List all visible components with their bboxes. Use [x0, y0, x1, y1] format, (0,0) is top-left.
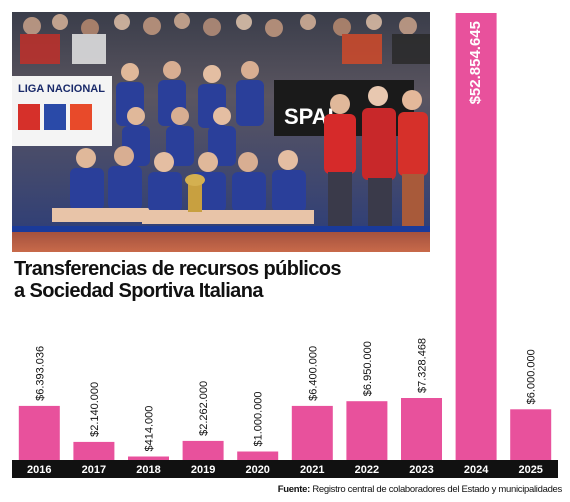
- value-label-2018: $414.000: [144, 406, 156, 452]
- year-label-2018: 2018: [136, 464, 160, 476]
- value-label-2024: $52.854.645: [467, 21, 484, 104]
- value-label-2021: $6.400.000: [307, 346, 319, 401]
- source-text: Registro central de colaboradores del Es…: [312, 484, 562, 495]
- value-label-2022: $6.950.000: [362, 341, 374, 396]
- source-note: Fuente: Registro central de colaboradore…: [277, 484, 563, 495]
- year-label-2016: 2016: [27, 464, 51, 476]
- bar-2025: [510, 409, 552, 460]
- year-axis-band: [12, 460, 558, 478]
- value-label-2023: $7.328.468: [417, 338, 429, 393]
- bar-2022: [346, 401, 388, 460]
- bar-2017: [73, 441, 115, 460]
- year-label-2022: 2022: [355, 464, 379, 476]
- bar-2021: [291, 405, 333, 460]
- value-label-2019: $2.262.000: [198, 381, 210, 436]
- liga-nacional-banner: LIGA NACIONAL: [12, 76, 112, 146]
- svg-text:LIGA NACIONAL: LIGA NACIONAL: [18, 83, 105, 95]
- year-label-2021: 2021: [300, 464, 324, 476]
- year-label-2023: 2023: [409, 464, 433, 476]
- year-label-2019: 2019: [191, 464, 215, 476]
- bar-2023: [401, 398, 442, 460]
- value-label-2020: $1.000.000: [253, 391, 265, 446]
- value-label-2017: $2.140.000: [89, 382, 101, 437]
- value-label-2025: $6.000.000: [526, 349, 538, 404]
- bar-chart: 2016 2017 2018 2019 2020 2021 2022 2023 2024 2025…: [12, 13, 558, 478]
- chart-title-line-2: a Sociedad Sportiva Italiana: [14, 280, 263, 302]
- year-label-2024: 2024: [464, 464, 489, 476]
- bar-2019: [182, 440, 224, 460]
- bar-2016: [18, 405, 60, 460]
- source-label: Fuente:: [277, 484, 311, 495]
- value-label-2016: $6.393.036: [34, 346, 46, 401]
- bar-2024: [455, 13, 497, 460]
- chart-title-line-1: Transferencias de recursos públicos: [14, 258, 342, 280]
- year-label-2025: 2025: [518, 464, 542, 476]
- year-label-2020: 2020: [245, 464, 269, 476]
- bar-2018: [128, 456, 169, 460]
- team-photo: LIGA NACIONAL SPAL: [12, 12, 430, 252]
- bar-2020: [237, 451, 279, 460]
- chart-title: Transferencias de recursos públicos a So…: [14, 258, 434, 302]
- year-label-2017: 2017: [82, 464, 106, 476]
